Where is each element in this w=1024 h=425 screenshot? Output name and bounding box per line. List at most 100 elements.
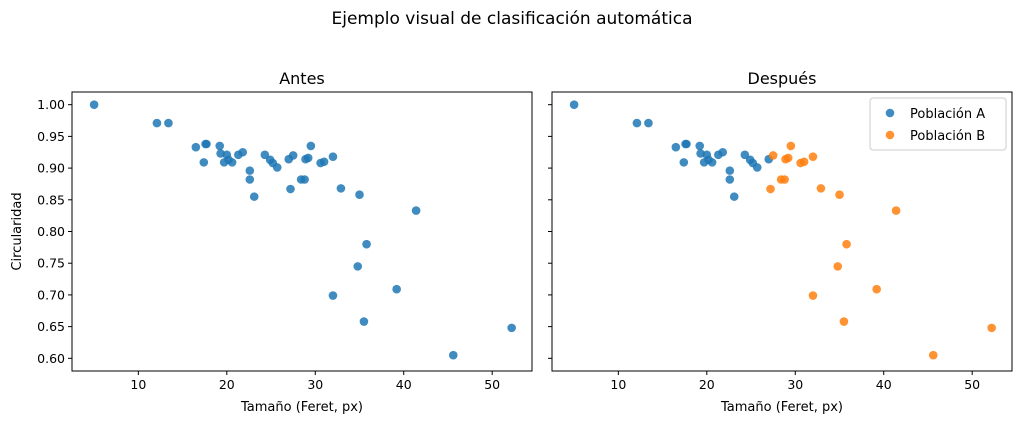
y-tick-label: 0.85: [37, 192, 65, 207]
data-point: [272, 163, 282, 172]
data-point: [238, 147, 248, 157]
x-tick-label: 20: [699, 377, 715, 392]
legend-label: Población A: [910, 107, 985, 122]
y-tick-label: 0.60: [37, 351, 65, 366]
y-axis-label: Circularidad: [10, 192, 25, 270]
data-point: [808, 291, 818, 300]
legend-box: [869, 97, 1007, 151]
data-point: [286, 184, 295, 194]
data-point: [632, 118, 642, 128]
data-point: [842, 239, 851, 249]
data-point: [199, 158, 209, 167]
legend-label: Población B: [910, 129, 985, 144]
data-point: [328, 152, 338, 161]
series-1: [569, 100, 774, 201]
subplot-2: Después 10 20 30 40 50 Tamaño (Feret, px) Pobla…: [548, 69, 1013, 415]
data-point: [987, 323, 996, 333]
y-tick-label: 1.00: [37, 97, 65, 112]
legend-marker: [885, 130, 895, 140]
data-point: [671, 142, 681, 152]
data-point: [707, 158, 717, 167]
data-point: [766, 184, 775, 194]
data-point: [260, 150, 270, 160]
data-point: [783, 153, 793, 163]
panels: Antes 10 20 30 40 50 0.60 0.65 0.70 0.75 0.80 0.85 0…: [10, 69, 1013, 415]
x-tick-label: 10: [610, 377, 626, 392]
data-point: [328, 291, 338, 300]
data-point: [448, 350, 458, 360]
x-tick-label: 20: [219, 377, 235, 392]
data-point: [306, 141, 316, 151]
data-point: [569, 100, 579, 109]
data-point: [191, 142, 201, 152]
data-point: [786, 141, 796, 151]
data-point: [891, 206, 901, 215]
data-point: [644, 118, 653, 128]
x-tick-label: 40: [876, 377, 892, 392]
data-point: [319, 157, 329, 167]
data-point: [833, 262, 843, 271]
data-point: [202, 139, 211, 149]
x-axis-label: Tamaño (Feret, px): [240, 400, 363, 415]
data-point: [245, 166, 255, 175]
data-point: [164, 118, 173, 128]
x-tick-label: 30: [307, 377, 323, 392]
data-point: [725, 175, 735, 184]
data-point: [928, 350, 938, 360]
data-point: [725, 166, 735, 175]
axes-frame: [71, 91, 533, 372]
x-tick-label: 40: [396, 377, 412, 392]
data-point: [729, 192, 739, 201]
series-2: [766, 141, 996, 360]
data-point: [718, 147, 728, 157]
subplot-1: Antes 10 20 30 40 50 0.60 0.65 0.70 0.75 0.80 0.85 0…: [10, 69, 533, 415]
y-tick-label: 0.90: [37, 161, 65, 176]
data-point: [752, 163, 762, 172]
subplot-title: Antes: [279, 69, 325, 88]
x-tick-label: 50: [964, 377, 980, 392]
data-point: [362, 239, 371, 249]
y-tick-label: 0.95: [37, 129, 65, 144]
data-point: [355, 190, 364, 200]
y-tick-label: 0.75: [37, 256, 65, 271]
data-point: [300, 175, 309, 184]
data-point: [507, 323, 516, 333]
figure-title: Ejemplo visual de clasificación automáti…: [332, 9, 693, 29]
data-point: [392, 284, 401, 294]
data-point: [336, 184, 346, 193]
y-tick-label: 0.70: [37, 287, 65, 302]
data-point: [249, 192, 259, 201]
x-tick-label: 10: [130, 377, 146, 392]
data-point: [695, 141, 705, 151]
data-point: [303, 153, 313, 163]
data-point: [215, 141, 225, 151]
data-point: [780, 175, 789, 184]
data-point: [740, 150, 750, 160]
x-axis-label: Tamaño (Feret, px): [720, 400, 843, 415]
data-point: [839, 317, 849, 326]
x-tick-label: 50: [484, 377, 500, 392]
data-point: [288, 151, 298, 160]
data-point: [359, 317, 369, 326]
legend: Población A Población B: [869, 97, 1007, 151]
data-point: [835, 190, 844, 200]
data-point: [682, 139, 691, 149]
y-tick-label: 0.80: [37, 224, 65, 239]
data-point: [152, 118, 162, 128]
data-point: [89, 100, 99, 109]
series-1: [89, 100, 516, 360]
data-point: [245, 175, 255, 184]
data-point: [808, 152, 818, 161]
data-point: [872, 284, 881, 294]
x-tick-label: 30: [787, 377, 803, 392]
legend-marker: [885, 108, 895, 118]
data-point: [679, 158, 689, 167]
data-point: [353, 262, 363, 271]
data-point: [768, 151, 778, 160]
data-point: [816, 184, 826, 193]
data-point: [799, 157, 809, 167]
data-point: [227, 158, 237, 167]
y-tick-label: 0.65: [37, 319, 65, 334]
subplot-title: Después: [748, 69, 817, 88]
